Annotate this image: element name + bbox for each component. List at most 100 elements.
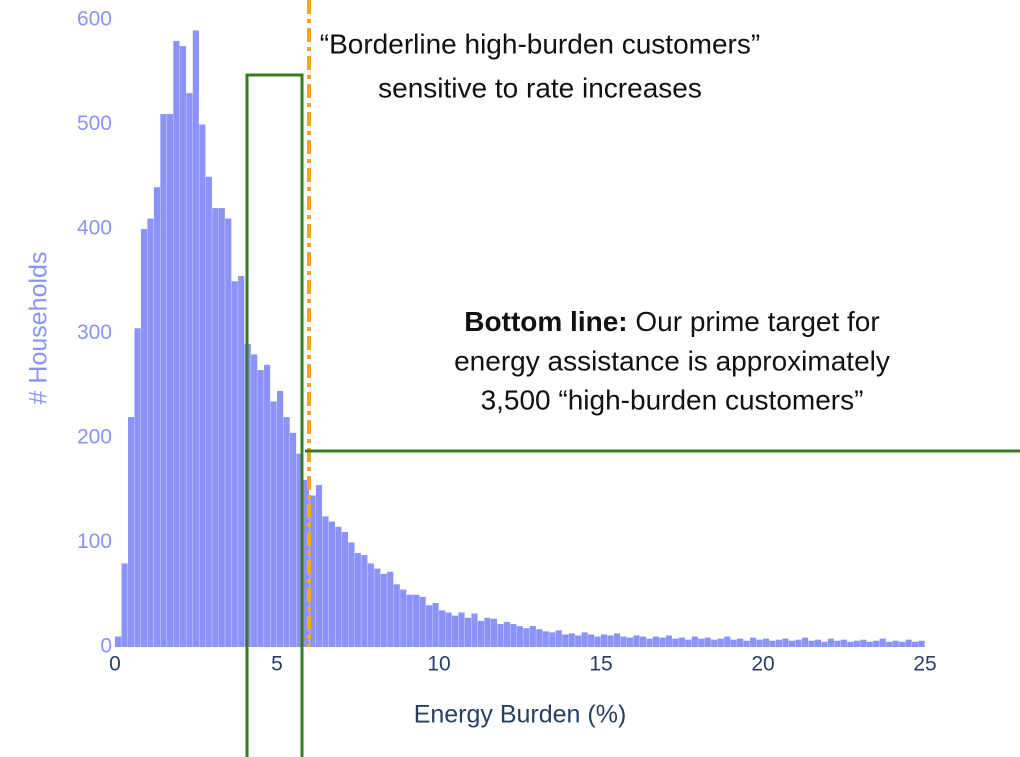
bar bbox=[179, 46, 186, 647]
bar bbox=[626, 637, 634, 647]
bar bbox=[231, 281, 238, 647]
bar bbox=[594, 636, 601, 647]
y-tick-label: 200 bbox=[77, 426, 112, 449]
bar bbox=[899, 641, 906, 647]
bar bbox=[633, 635, 640, 647]
bar bbox=[348, 542, 355, 647]
bar bbox=[698, 638, 705, 647]
x-tick-label: 5 bbox=[271, 653, 283, 676]
x-tick-label: 10 bbox=[427, 653, 450, 676]
bar bbox=[335, 526, 342, 647]
y-tick-label: 0 bbox=[100, 635, 112, 658]
bar bbox=[367, 563, 374, 647]
bar bbox=[613, 633, 621, 647]
bar bbox=[769, 640, 776, 647]
x-tick-label: 15 bbox=[589, 653, 612, 676]
bar bbox=[724, 636, 731, 647]
bar bbox=[413, 594, 420, 647]
bar bbox=[691, 636, 698, 647]
bar bbox=[173, 40, 180, 647]
bar bbox=[542, 631, 549, 647]
bar bbox=[568, 633, 575, 647]
bars bbox=[115, 30, 925, 648]
y-axis-title: # Households bbox=[25, 252, 53, 405]
x-tick-label: 20 bbox=[751, 653, 774, 676]
bar bbox=[814, 639, 822, 647]
bar bbox=[549, 632, 556, 647]
annotation: energy assistance is approximately bbox=[454, 345, 890, 376]
bar bbox=[283, 417, 290, 647]
bar bbox=[523, 628, 530, 647]
bar bbox=[445, 612, 452, 647]
bar bbox=[432, 603, 439, 647]
bar bbox=[328, 521, 336, 647]
borderline-box bbox=[245, 73, 304, 757]
bar bbox=[639, 636, 647, 647]
bar bbox=[315, 485, 323, 647]
bar bbox=[277, 390, 284, 647]
bar bbox=[886, 641, 893, 647]
bar bbox=[821, 641, 828, 647]
bar bbox=[490, 618, 498, 647]
bar bbox=[853, 640, 860, 647]
bar bbox=[834, 640, 841, 647]
bar bbox=[153, 187, 161, 647]
bar bbox=[503, 621, 510, 647]
bar bbox=[607, 635, 614, 647]
annotation: “Borderline high-burden customers” bbox=[320, 28, 760, 59]
bar bbox=[652, 636, 660, 647]
bar bbox=[672, 638, 679, 647]
bar bbox=[795, 639, 802, 647]
annotation: sensitive to rate increases bbox=[378, 72, 702, 103]
bar bbox=[199, 124, 206, 647]
bar bbox=[704, 637, 711, 647]
bar bbox=[238, 276, 245, 647]
bar bbox=[140, 229, 148, 647]
bar bbox=[763, 638, 770, 647]
bar bbox=[581, 632, 588, 647]
bar bbox=[451, 615, 459, 647]
bar bbox=[601, 634, 608, 647]
bar bbox=[147, 218, 154, 648]
bar bbox=[212, 208, 219, 647]
bar bbox=[296, 453, 303, 647]
bar bbox=[400, 589, 407, 647]
bar bbox=[354, 552, 361, 647]
bar bbox=[458, 612, 465, 647]
bar bbox=[406, 594, 413, 647]
bar bbox=[251, 354, 258, 647]
bar bbox=[575, 635, 582, 647]
bar bbox=[665, 635, 672, 647]
bar bbox=[711, 639, 718, 647]
bar bbox=[730, 639, 737, 647]
bar bbox=[192, 30, 199, 647]
y-tick-label: 400 bbox=[77, 217, 112, 240]
bar bbox=[750, 637, 757, 647]
annotation-text: Our prime target for bbox=[628, 306, 880, 337]
bar bbox=[873, 640, 880, 647]
bar bbox=[477, 620, 485, 647]
annotation-bold: Bottom line: bbox=[464, 306, 627, 337]
bar bbox=[562, 634, 569, 647]
bar bbox=[484, 617, 491, 647]
bar bbox=[775, 639, 783, 647]
bar bbox=[464, 617, 472, 647]
bar bbox=[121, 563, 128, 647]
bar bbox=[529, 626, 536, 647]
bar bbox=[788, 640, 796, 647]
bar bbox=[497, 624, 504, 647]
bar bbox=[289, 432, 297, 647]
bar bbox=[866, 641, 873, 647]
bar bbox=[264, 364, 271, 647]
bar bbox=[374, 568, 381, 647]
bar bbox=[840, 639, 847, 647]
bar bbox=[387, 571, 394, 647]
bar bbox=[879, 638, 886, 647]
bar bbox=[827, 638, 834, 647]
x-tick-label: 0 bbox=[109, 653, 121, 676]
bar bbox=[218, 208, 225, 647]
bar bbox=[510, 624, 517, 647]
bar bbox=[918, 640, 925, 647]
bar bbox=[620, 636, 627, 647]
